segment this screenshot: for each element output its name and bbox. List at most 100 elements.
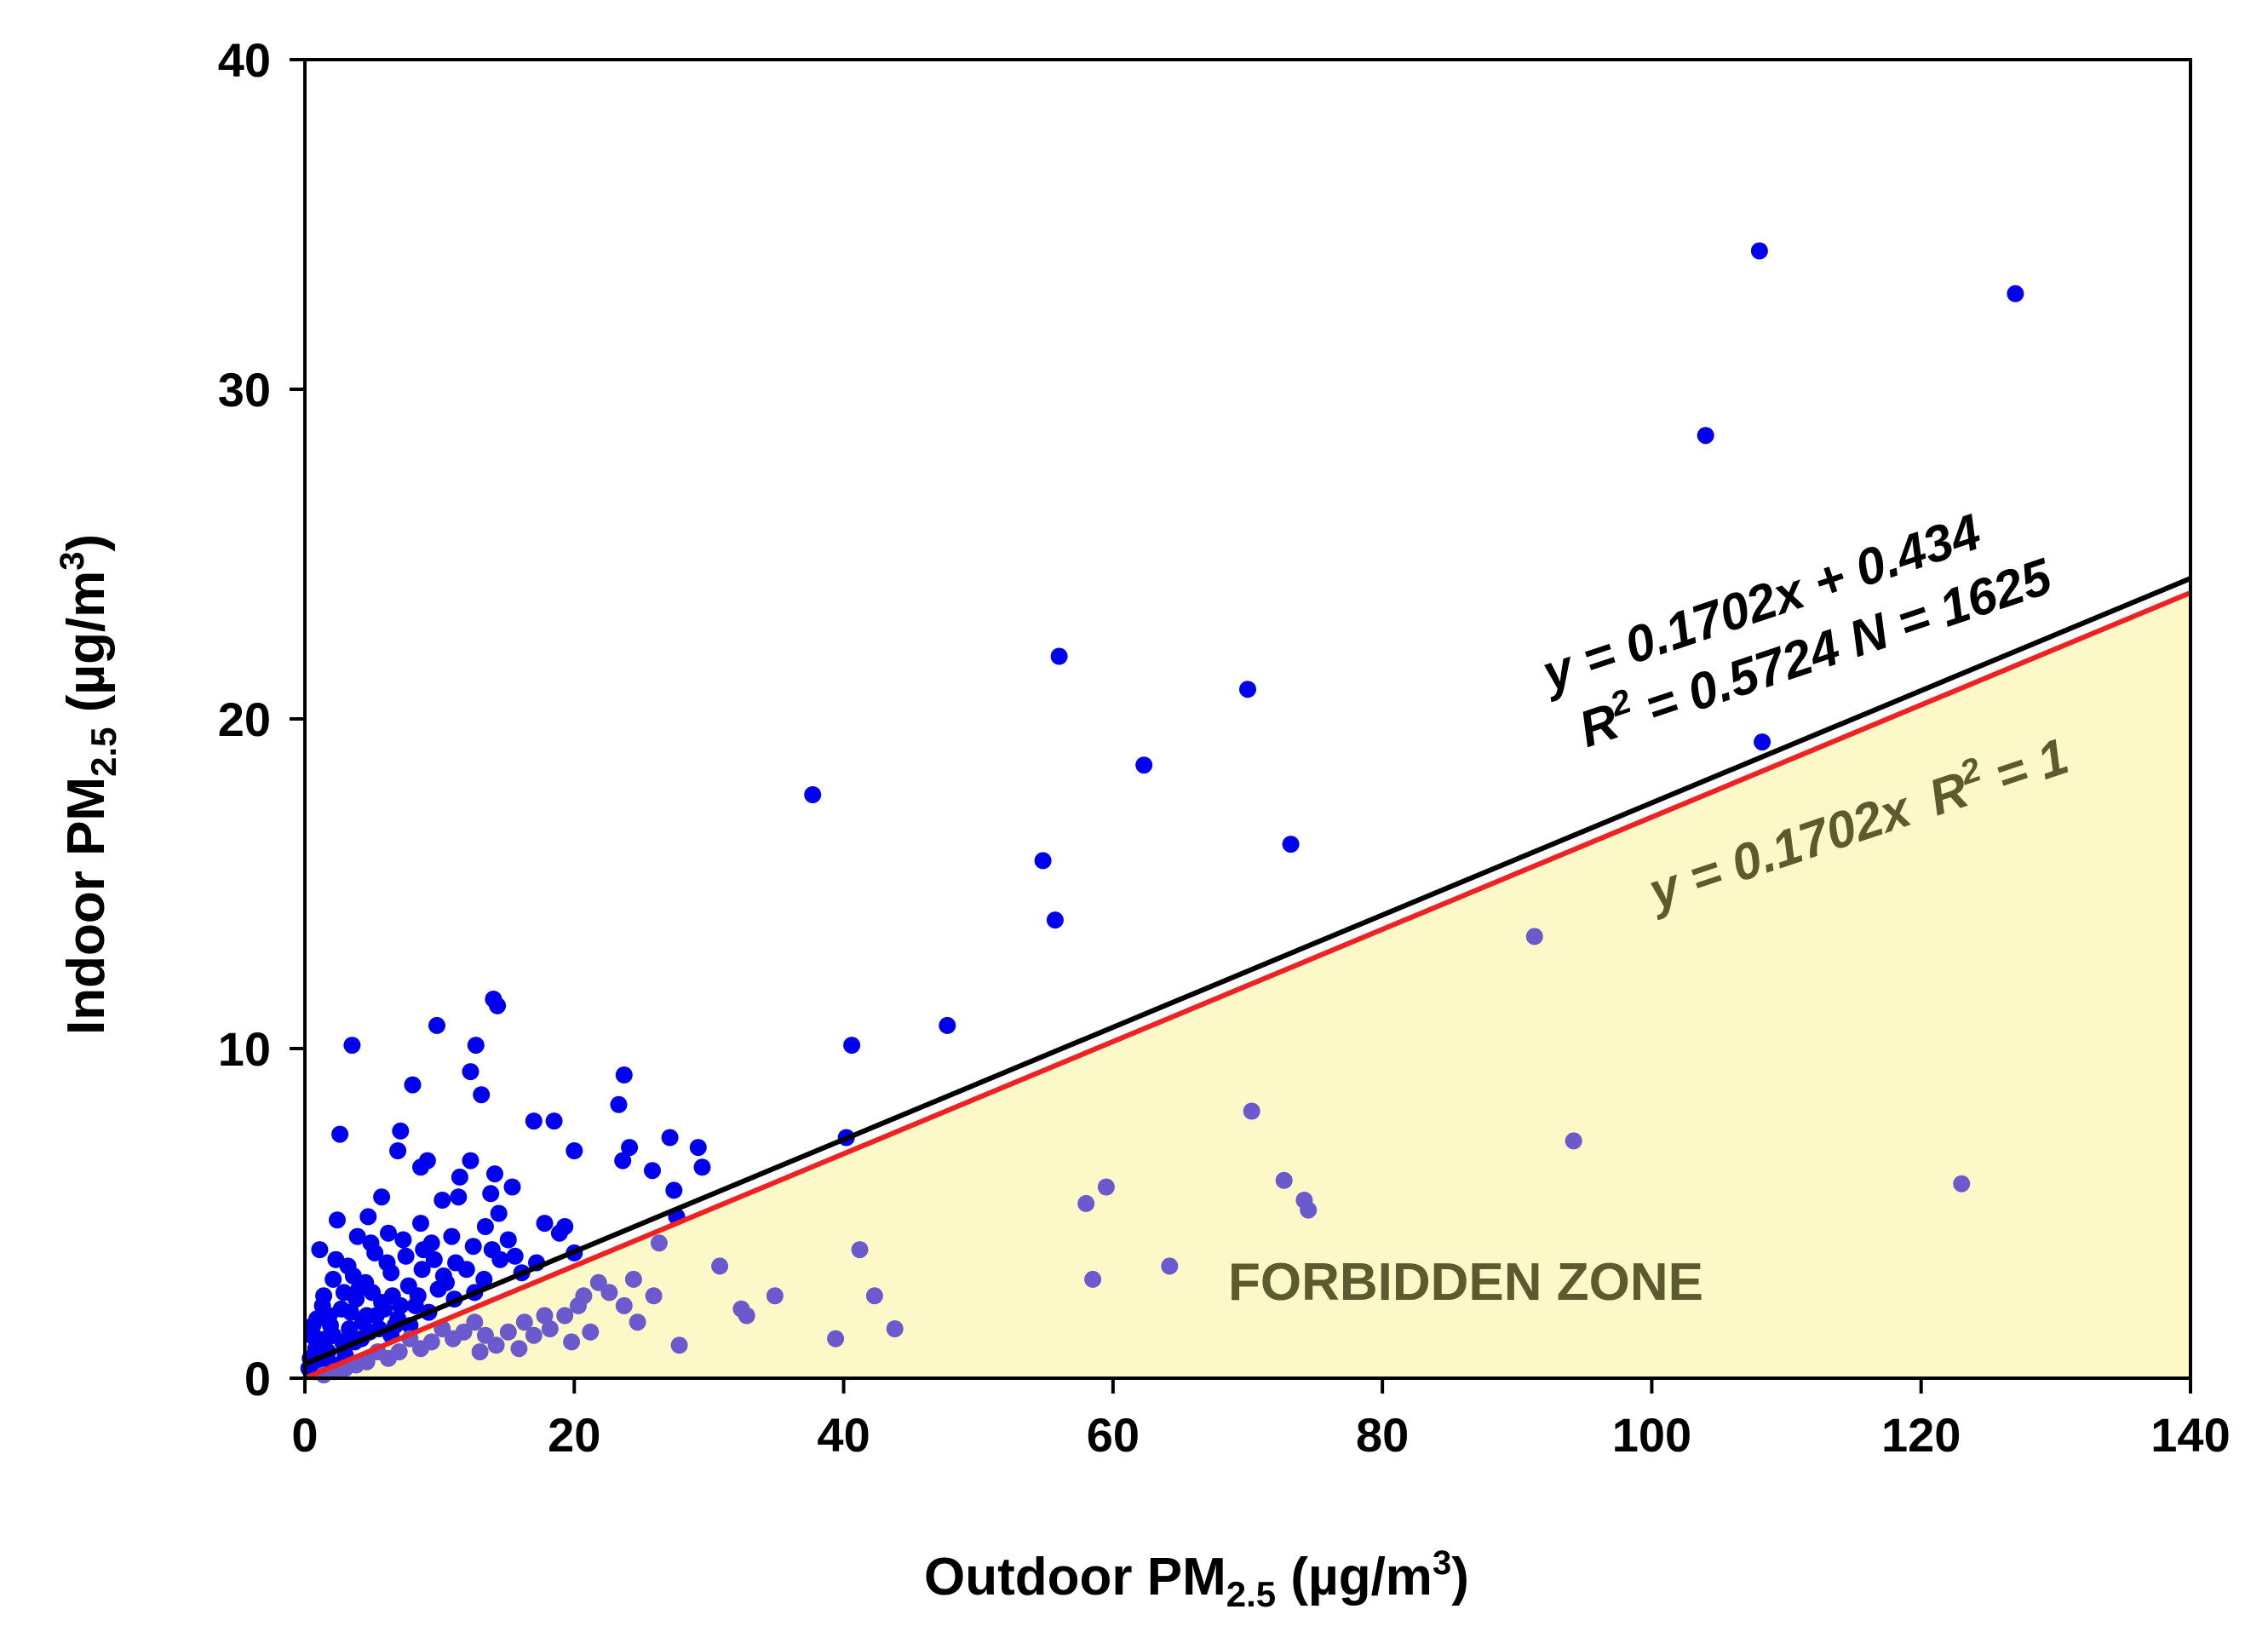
data-point-below <box>541 1320 559 1337</box>
data-point-below <box>1243 1102 1260 1120</box>
data-point-above <box>304 1317 322 1335</box>
data-point-above <box>489 997 507 1014</box>
data-point-below <box>1953 1175 1971 1193</box>
data-point-below <box>515 1313 533 1331</box>
data-point-above <box>362 1234 380 1252</box>
data-point-above <box>394 1231 412 1249</box>
x-tick-label: 100 <box>1612 1408 1691 1462</box>
data-point-above <box>404 1076 422 1094</box>
data-point-above <box>1697 427 1714 445</box>
data-point-below <box>563 1333 581 1351</box>
data-point-above <box>324 1326 342 1344</box>
data-point-above <box>1135 756 1153 774</box>
x-axis-title: Outdoor PM2.5 (µg/m3) <box>924 1544 1469 1614</box>
x-tick-label: 20 <box>548 1408 600 1462</box>
data-point-above <box>335 1284 353 1302</box>
data-point-below <box>536 1307 554 1325</box>
x-tick-label: 40 <box>817 1408 870 1462</box>
data-point-above <box>475 1270 493 1288</box>
data-point-above <box>415 1241 433 1259</box>
data-point-below <box>476 1326 494 1344</box>
data-point-above <box>348 1227 366 1245</box>
data-point-above <box>409 1287 427 1305</box>
data-point-above <box>359 1208 377 1226</box>
forbidden-boundary-line <box>303 590 2192 1381</box>
data-point-above <box>1034 852 1052 870</box>
data-point-above <box>483 1241 501 1259</box>
data-point-above <box>490 1204 508 1222</box>
data-point-below <box>570 1296 587 1314</box>
data-point-below <box>670 1336 688 1354</box>
data-point-above <box>614 1152 632 1170</box>
data-point-above <box>1046 911 1064 929</box>
data-point-below <box>487 1336 505 1354</box>
data-point-above <box>939 1016 956 1034</box>
data-point-below <box>412 1340 429 1358</box>
data-point-above <box>610 1095 628 1113</box>
data-point-above <box>413 1261 431 1279</box>
data-point-above <box>621 1139 639 1157</box>
data-point-above <box>1050 647 1068 665</box>
data-point-below <box>582 1323 600 1341</box>
data-point-above <box>364 1284 382 1302</box>
points-below-series <box>315 928 1971 1384</box>
y-tick-label: 0 <box>244 1352 271 1405</box>
data-point-above <box>324 1270 342 1288</box>
data-point-above <box>327 1250 345 1268</box>
data-point-above <box>804 786 822 803</box>
data-point-above <box>367 1307 385 1325</box>
data-point-above <box>331 1125 349 1143</box>
data-point-below <box>645 1287 663 1305</box>
data-point-above <box>693 1158 711 1176</box>
data-point-above <box>462 1063 479 1081</box>
data-point-below <box>600 1284 618 1302</box>
regression-line <box>303 576 2192 1366</box>
data-point-above <box>343 1037 361 1055</box>
data-point-above <box>550 1224 568 1242</box>
x-tick-label: 120 <box>1881 1408 1961 1462</box>
data-point-above <box>392 1296 410 1314</box>
data-point-above <box>462 1152 479 1170</box>
data-point-above <box>342 1303 359 1321</box>
data-point-above <box>473 1086 491 1104</box>
data-point-above <box>525 1112 543 1130</box>
data-point-above <box>434 1192 451 1209</box>
data-point-above <box>311 1241 329 1259</box>
data-point-below <box>525 1326 543 1344</box>
data-point-below <box>1097 1178 1115 1196</box>
y-tick-label: 30 <box>218 363 271 417</box>
data-point-above <box>503 1178 521 1196</box>
data-point-above <box>482 1185 500 1203</box>
data-point-below <box>851 1241 869 1259</box>
data-point-above <box>428 1016 445 1034</box>
y-tick-label: 10 <box>218 1022 271 1076</box>
data-point-above <box>425 1250 443 1268</box>
data-point-below <box>1084 1270 1102 1288</box>
data-point-above <box>344 1267 362 1285</box>
data-point-above <box>451 1168 468 1186</box>
data-point-above <box>464 1238 482 1256</box>
data-point-above <box>506 1247 524 1265</box>
data-point-above <box>545 1112 563 1130</box>
data-point-below <box>624 1270 642 1288</box>
x-tick-label: 60 <box>1087 1408 1140 1462</box>
x-tick-label: 80 <box>1356 1408 1409 1462</box>
data-point-above <box>1239 681 1256 698</box>
data-point-below <box>629 1313 646 1331</box>
data-point-above <box>644 1162 661 1180</box>
data-point-above <box>392 1122 410 1140</box>
data-point-above <box>412 1215 429 1233</box>
data-point-above <box>308 1330 326 1348</box>
data-point-below <box>466 1313 484 1331</box>
data-point-above <box>665 1181 683 1199</box>
data-point-above <box>1282 836 1300 853</box>
data-point-above <box>373 1188 391 1206</box>
data-point-below <box>589 1273 607 1291</box>
data-point-below <box>886 1320 904 1337</box>
data-point-above <box>615 1066 633 1083</box>
data-point-below <box>865 1287 883 1305</box>
data-point-below <box>1077 1194 1095 1212</box>
data-point-below <box>766 1287 784 1305</box>
data-point-above <box>412 1158 429 1176</box>
